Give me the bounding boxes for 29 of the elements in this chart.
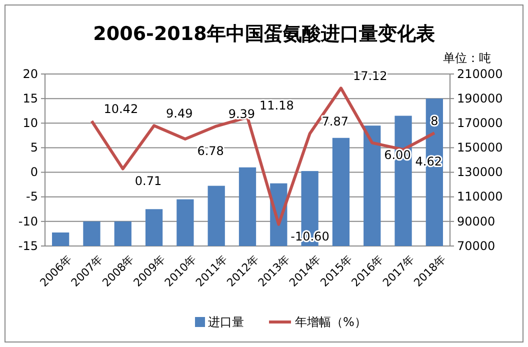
legend-label: 进口量 [208, 315, 244, 329]
y-tick-label: 10 [22, 116, 38, 130]
data-label: 11.18 [260, 98, 294, 112]
y2-tick-label: 110000 [457, 190, 503, 204]
legend-label: 年增幅（%） [295, 315, 366, 329]
y-tick-label: 15 [22, 91, 38, 106]
y2-tick-label: 190000 [457, 91, 503, 106]
y-tick-label: 0 [30, 165, 38, 180]
y-tick-label: -10 [18, 214, 38, 228]
data-label: 17.12 [352, 69, 388, 84]
y-tick-label: 5 [30, 140, 38, 155]
data-label: 10.42 [104, 102, 138, 116]
data-label: 0.71 [134, 174, 162, 188]
chart-title: 2006-2018年中国蛋氨酸进口量变化表 [93, 23, 436, 45]
y2-tick-label: 90000 [457, 214, 496, 228]
data-label: 9.49 [166, 106, 193, 121]
y2-tick-label: 70000 [457, 238, 496, 253]
y2-tick-label: 130000 [457, 165, 503, 180]
data-label: 8 [430, 114, 438, 128]
y-tick-label: -5 [26, 190, 38, 204]
y2-tick-label: 210000 [457, 66, 503, 81]
y-tick-label: 20 [22, 66, 38, 81]
y2-axis-title: 单位：吨 [443, 51, 491, 65]
data-label: 9.39 [228, 107, 256, 122]
y2-tick-label: 170000 [457, 116, 503, 130]
data-label: 7.87 [322, 114, 349, 129]
y2-tick-label: 150000 [457, 140, 503, 155]
y-tick-label: -15 [18, 238, 38, 253]
data-label: 6.78 [197, 144, 224, 158]
